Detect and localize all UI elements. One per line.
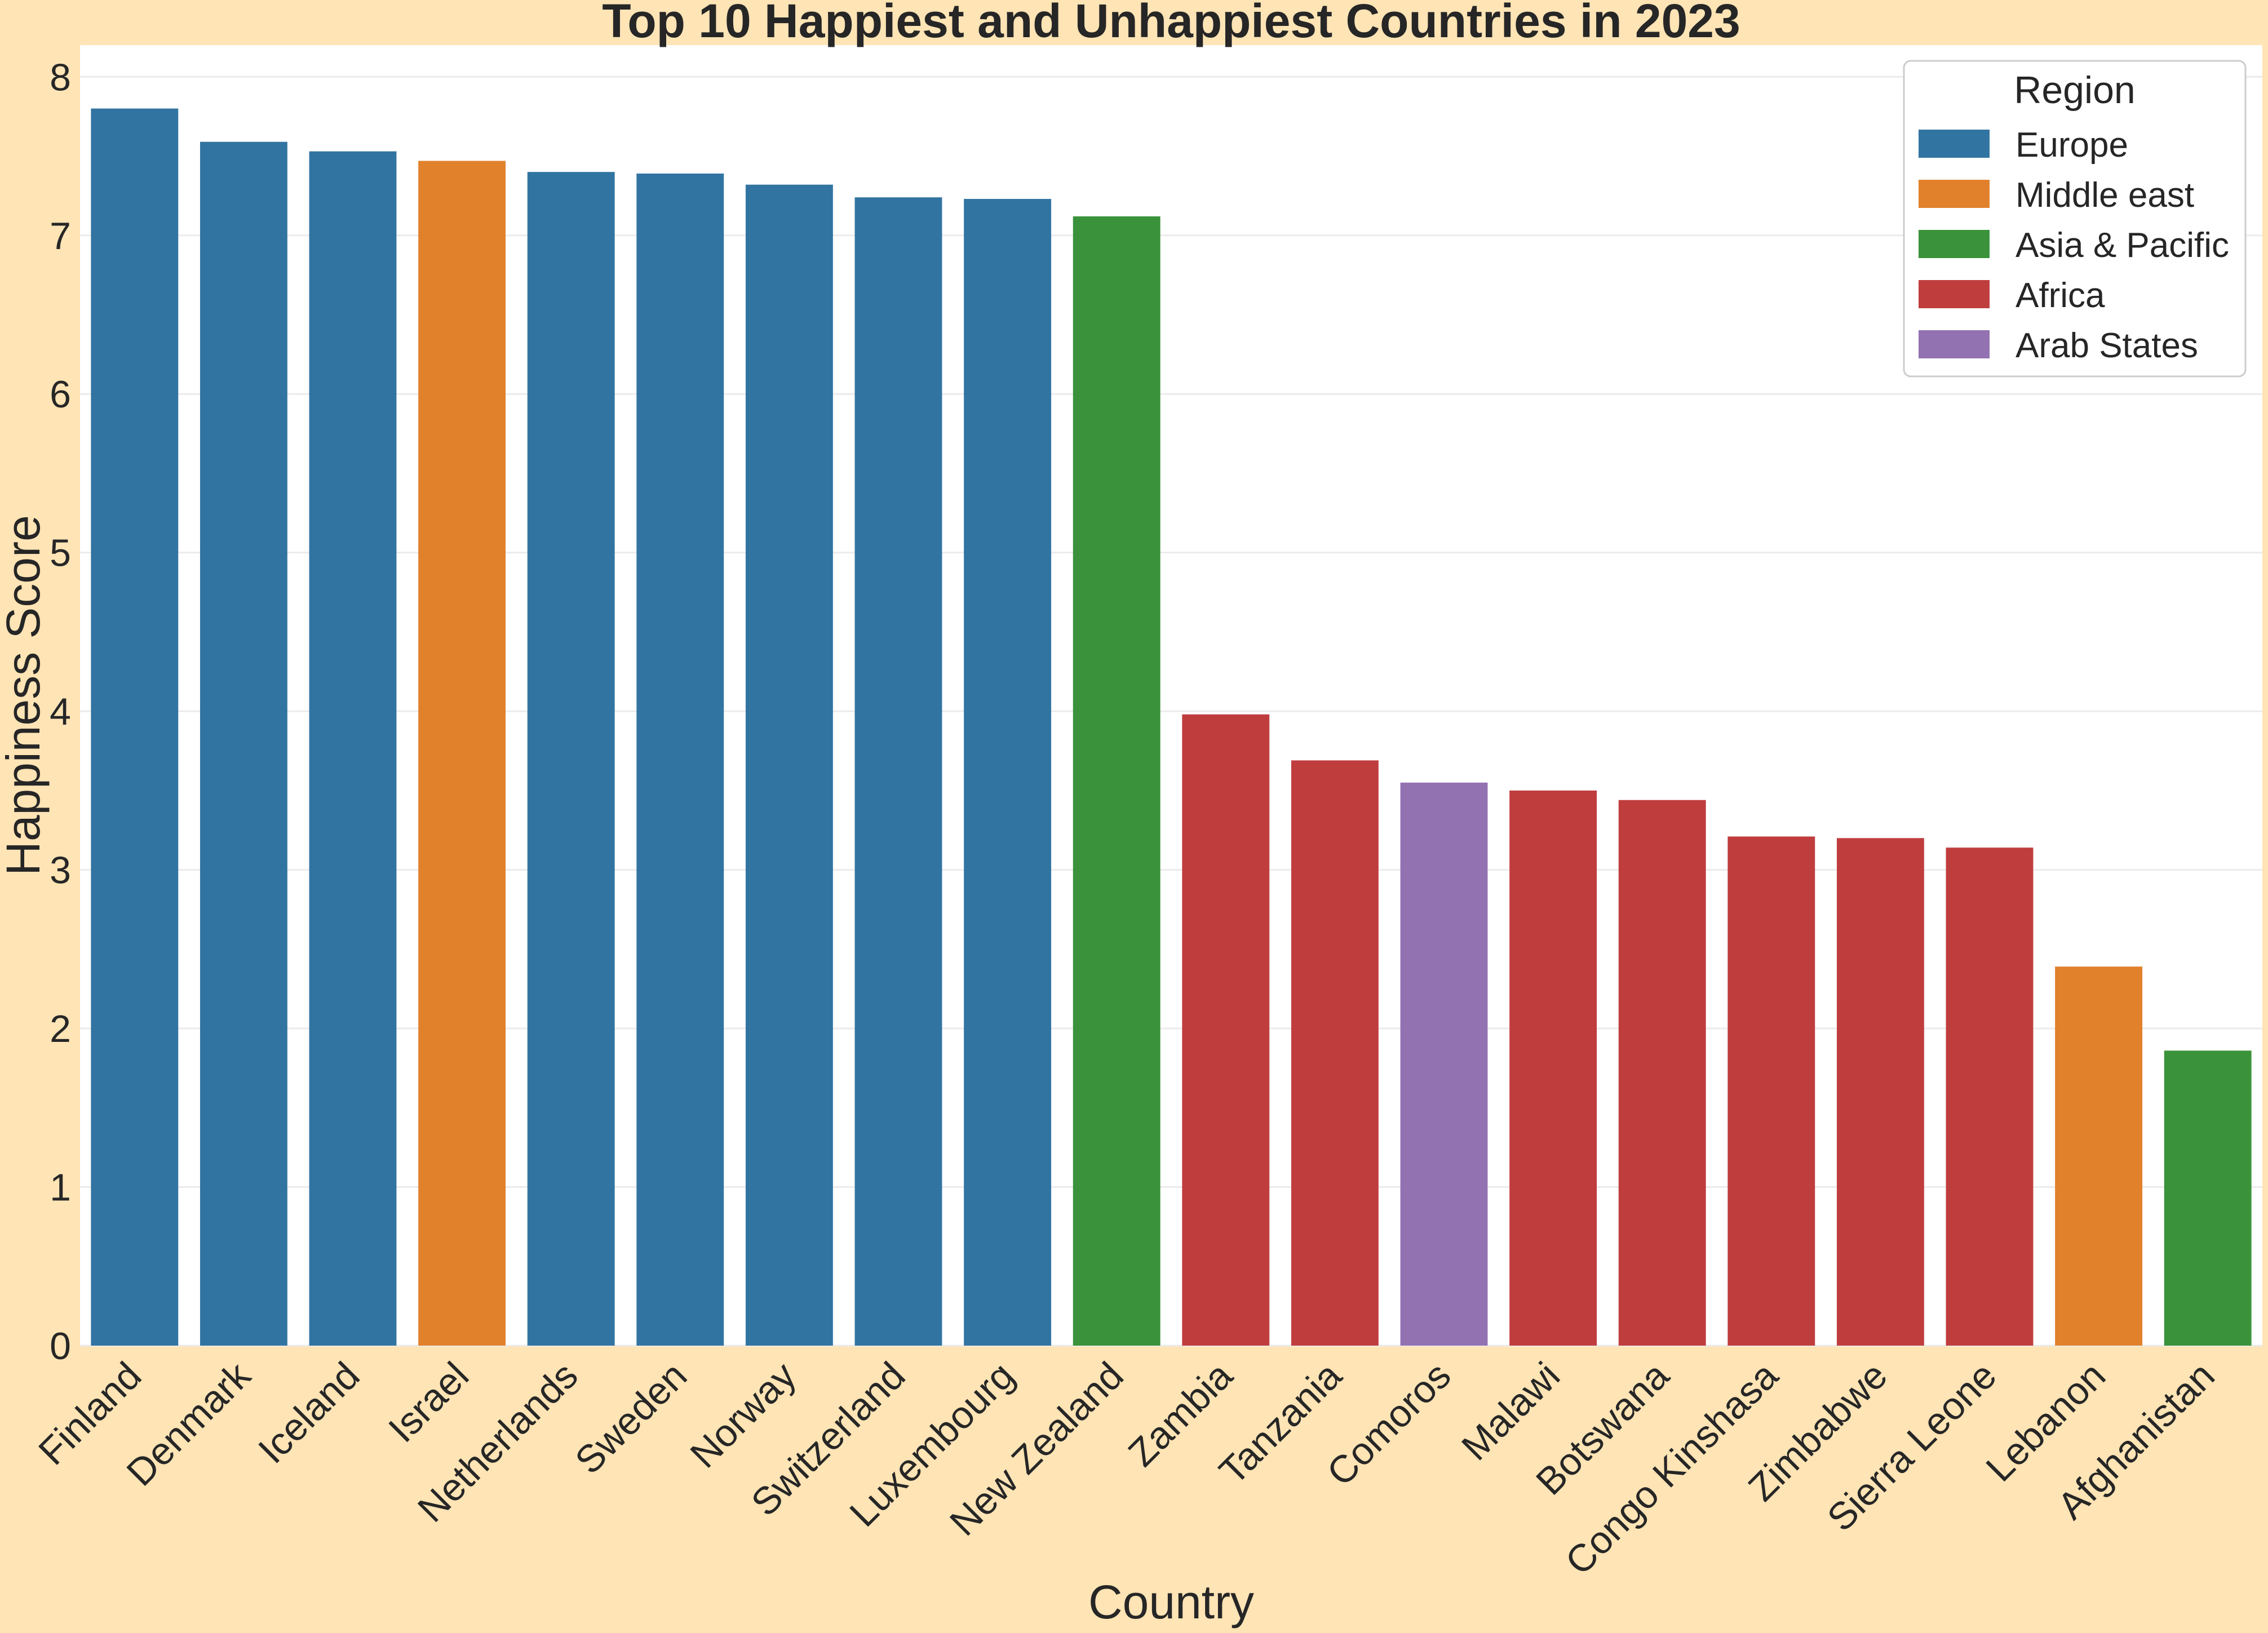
y-tick-label: 3 (50, 849, 71, 892)
chart-title: Top 10 Happiest and Unhappiest Countries… (602, 0, 1740, 47)
bars (91, 108, 2252, 1346)
y-tick-label: 5 (50, 532, 71, 575)
bar (1946, 847, 2034, 1346)
legend-label: Arab States (2015, 326, 2198, 365)
bar (1073, 216, 1160, 1346)
bar (309, 151, 397, 1346)
bar (2055, 966, 2143, 1346)
y-tick-label: 4 (50, 690, 71, 733)
legend-title: Region (2014, 69, 2136, 112)
bar (636, 173, 724, 1346)
bar (527, 172, 615, 1346)
bar (964, 199, 1052, 1346)
bar (745, 184, 833, 1346)
y-tick-label: 7 (50, 215, 71, 258)
legend-swatch (1919, 280, 1990, 308)
y-tick-label: 8 (50, 56, 71, 99)
bar (418, 161, 506, 1346)
x-axis-label: Country (1088, 1576, 1254, 1628)
legend-label: Europe (2015, 126, 2128, 165)
legend-swatch (1919, 230, 1990, 258)
y-tick-label: 6 (50, 373, 71, 416)
legend-swatch (1919, 180, 1990, 208)
legend-label: Africa (2015, 276, 2105, 315)
bar (1182, 714, 1270, 1346)
y-tick-label: 1 (50, 1166, 71, 1209)
legend-entries: Europe Middle east Asia & Pacific Africa Ara… (1919, 126, 2229, 365)
bar (1618, 800, 1706, 1346)
bar (1291, 760, 1379, 1346)
legend-label: Asia & Pacific (2015, 226, 2229, 265)
bar (1727, 836, 1815, 1346)
y-tick-label: 0 (50, 1325, 71, 1368)
y-axis-label: Happiness Score (0, 515, 50, 876)
bar (1836, 838, 1924, 1346)
legend-label: Middle east (2015, 176, 2194, 215)
bar (1400, 782, 1488, 1346)
bar (1509, 790, 1597, 1346)
bar (200, 141, 287, 1346)
legend: Region Europe Middle east Asia & Pacific Af… (1903, 60, 2247, 378)
legend-swatch (1919, 130, 1990, 158)
bar (854, 197, 942, 1346)
bar (91, 108, 179, 1346)
legend-swatch (1919, 330, 1990, 358)
y-tick-label: 2 (50, 1008, 71, 1050)
y-tick-labels: 0 1 2 3 4 5 6 7 8 (50, 56, 71, 1368)
bar (2164, 1050, 2252, 1346)
